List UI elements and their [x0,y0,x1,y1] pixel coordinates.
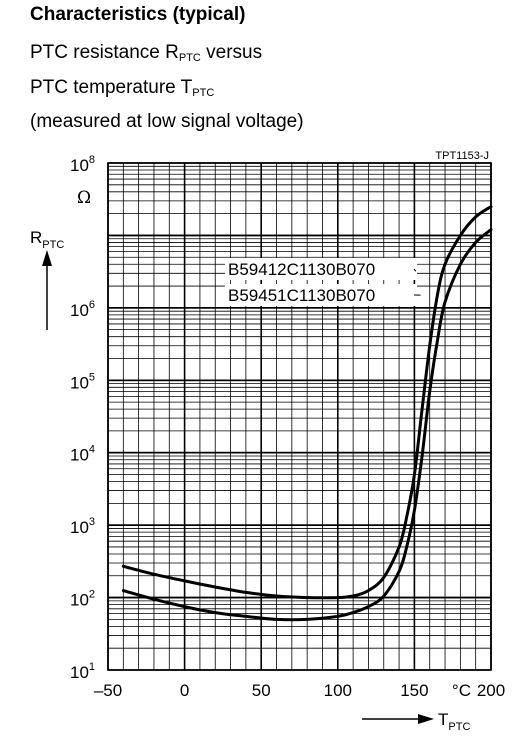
chart-grid [107,162,492,671]
y-tick-label: 101 [70,661,95,682]
y-tick-label: 104 [70,444,95,465]
series-label-1: B59412C1130B070 [228,260,375,279]
chart-labels: TPT1153-J RPTC TPTC B59412C1130B070 B59451C1… [30,150,489,733]
description-line-2: PTC temperature TPTC [30,77,215,99]
series-label-bg [225,284,417,306]
series-curve-2 [121,228,493,622]
series-label-2: B59451C1130B070 [228,286,375,305]
description-line-1: PTC resistance RPTC versus [30,42,263,64]
y-axis-arrow-head [42,250,52,266]
chart-series [121,205,493,622]
x-tick-label: 150 [400,681,428,700]
series-label-bg [225,258,417,280]
x-axis-arrow-head [418,714,434,724]
x-tick-label: –50 [94,681,122,700]
x-tick-label: 200 [477,681,505,700]
x-tick-label: 0 [180,681,189,700]
x-unit-label: °C [452,681,471,700]
y-tick-label: 108 [70,154,95,175]
y-tick-label: 103 [70,516,95,537]
plot-frame [107,162,492,671]
x-axis-label: TPTC [438,710,470,733]
x-tick-label: 50 [252,681,271,700]
y-tick-label: 105 [70,371,95,392]
figure-id: TPT1153-J [435,150,489,162]
y-tick-label: 106 [70,299,95,320]
y-unit-label: Ω [77,188,91,208]
series-curve-1 [121,205,493,600]
chart-ticks: –50 0 50 100 150 200 °C 101 102 103 104 105 106 108 Ω [70,154,505,700]
description-line-3: (measured at low signal voltage) [30,111,304,132]
y-axis-label: RPTC [30,228,64,251]
y-tick-label: 102 [70,589,95,610]
section-heading: Characteristics (typical) [30,4,246,25]
x-tick-label: 100 [324,681,352,700]
series-leader-line [413,268,417,272]
